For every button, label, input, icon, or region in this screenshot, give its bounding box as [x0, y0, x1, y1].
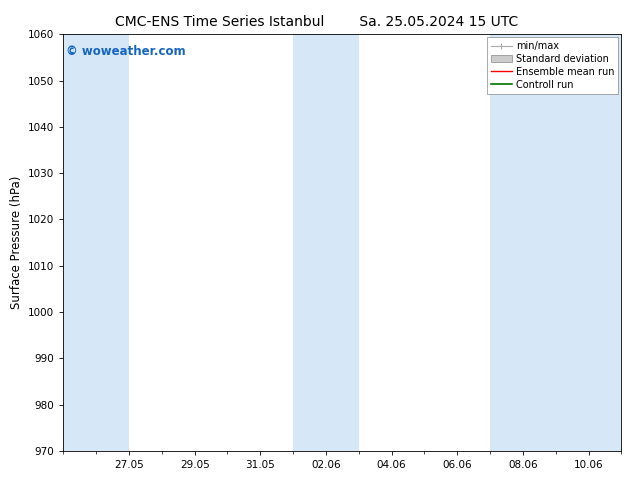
- Text: © woweather.com: © woweather.com: [66, 45, 186, 58]
- Y-axis label: Surface Pressure (hPa): Surface Pressure (hPa): [10, 176, 23, 309]
- Bar: [293, 34, 359, 451]
- Legend: min/max, Standard deviation, Ensemble mean run, Controll run: min/max, Standard deviation, Ensemble me…: [487, 37, 618, 94]
- Text: CMC-ENS Time Series Istanbul        Sa. 25.05.2024 15 UTC: CMC-ENS Time Series Istanbul Sa. 25.05.2…: [115, 15, 519, 29]
- Bar: [63, 34, 129, 451]
- Bar: [490, 34, 621, 451]
